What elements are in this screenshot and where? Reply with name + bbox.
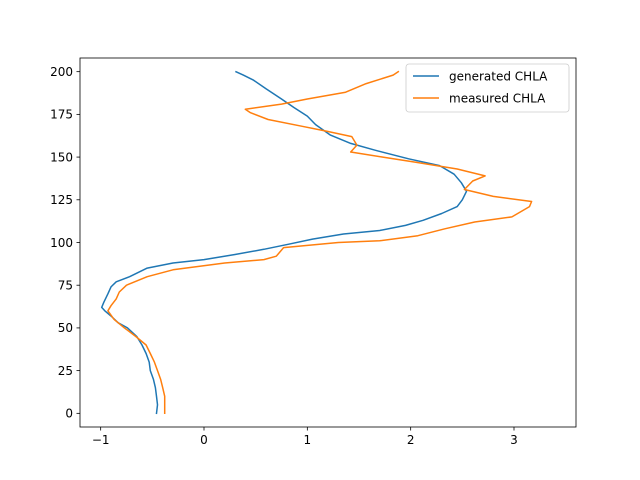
legend: generated CHLA measured CHLA <box>405 63 570 113</box>
series-layer <box>100 70 533 415</box>
ticks-layer: −1 0 1 2 3 0 25 50 75 100 125 150 175 200 <box>50 65 518 447</box>
x-tick-label: 3 <box>510 433 518 447</box>
series-line-1 <box>107 70 533 415</box>
x-tick-label: 0 <box>200 433 208 447</box>
y-tick-label: 150 <box>50 150 73 164</box>
y-tick-label: 175 <box>50 108 73 122</box>
plot-frame <box>79 57 577 428</box>
y-tick-label: 50 <box>58 321 73 335</box>
x-tick-label: −1 <box>92 433 110 447</box>
y-tick-label: 0 <box>65 407 73 421</box>
legend-label-1: measured CHLA <box>449 91 546 105</box>
series-line-0 <box>100 70 468 415</box>
y-tick-label: 25 <box>58 364 73 378</box>
y-tick-label: 75 <box>58 279 73 293</box>
y-tick-label: 125 <box>50 193 73 207</box>
x-tick-label: 2 <box>407 433 415 447</box>
y-tick-label: 200 <box>50 65 73 79</box>
legend-box <box>405 63 570 113</box>
x-tick-label: 1 <box>304 433 312 447</box>
legend-label-0: generated CHLA <box>449 69 548 83</box>
y-tick-label: 100 <box>50 236 73 250</box>
plot-area <box>80 58 576 427</box>
